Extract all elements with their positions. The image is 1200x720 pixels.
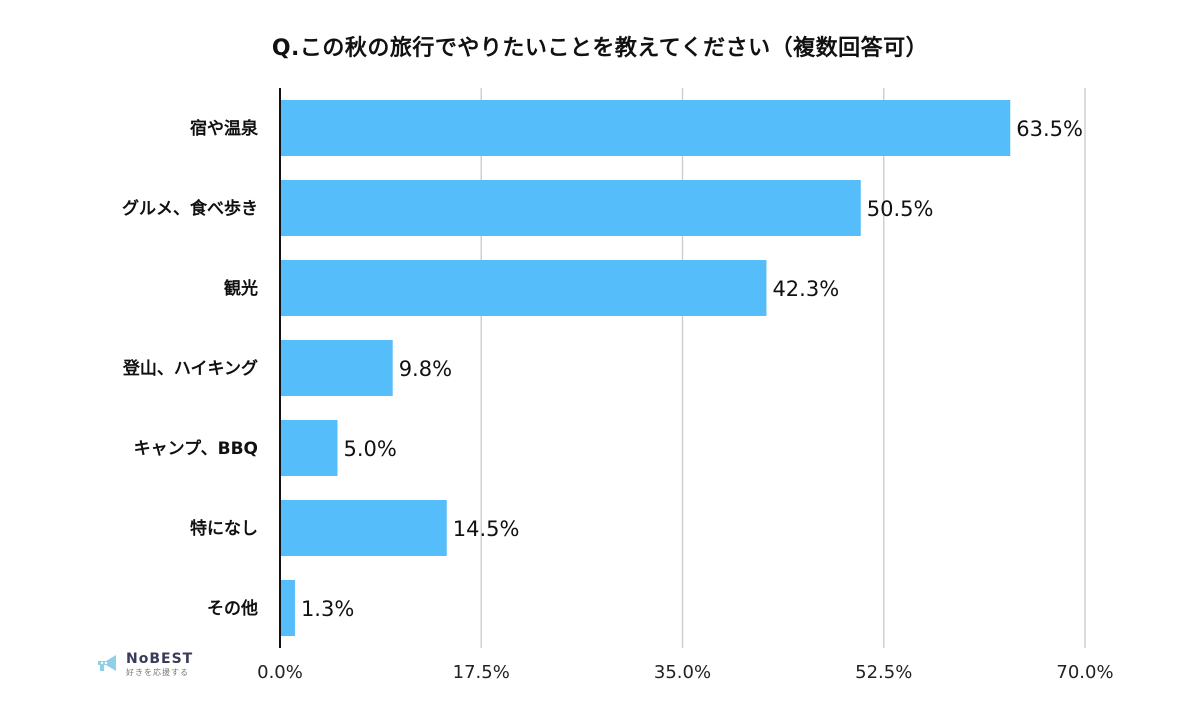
megaphone-icon [98, 655, 116, 671]
value-label: 42.3% [772, 277, 839, 301]
bar [280, 260, 767, 316]
bar [280, 580, 295, 636]
bars [280, 100, 1011, 636]
bar [280, 180, 861, 236]
labels: 0.0% 17.5% 35.0% 52.5% 70.0% 宿や温泉 63.5% グルメ、食べ歩… [122, 117, 1114, 683]
value-label: 5.0% [344, 437, 397, 461]
x-tick-label: 17.5% [453, 662, 510, 683]
bar [280, 420, 338, 476]
value-label: 1.3% [301, 597, 354, 621]
bar [280, 100, 1011, 156]
value-label: 50.5% [867, 197, 934, 221]
chart-title: Q.この秋の旅行でやりたいことを教えてください（複数回答可） [271, 36, 929, 61]
category-label: キャンプ、BBQ [134, 438, 258, 459]
nobest-logo: NoBEST 好きを応援する [96, 648, 193, 678]
category-label: 登山、ハイキング [122, 358, 258, 379]
category-label: グルメ、食べ歩き [122, 198, 258, 219]
category-label: 宿や温泉 [190, 118, 259, 139]
value-label: 63.5% [1016, 117, 1083, 141]
category-label: その他 [207, 598, 258, 619]
x-tick-label: 52.5% [855, 662, 912, 683]
logo-text: NoBEST [126, 651, 194, 667]
grid-lines [480, 88, 1086, 648]
bar [280, 500, 447, 556]
value-label: 14.5% [453, 517, 520, 541]
value-label: 9.8% [399, 357, 452, 381]
x-tick-label: 35.0% [654, 662, 711, 683]
x-tick-label: 70.0% [1056, 662, 1113, 683]
category-label: 観光 [224, 278, 258, 299]
bar [280, 340, 393, 396]
x-tick-label: 0.0% [257, 662, 303, 683]
logo-subtext: 好きを応援する [126, 668, 189, 677]
category-label: 特になし [190, 518, 258, 539]
